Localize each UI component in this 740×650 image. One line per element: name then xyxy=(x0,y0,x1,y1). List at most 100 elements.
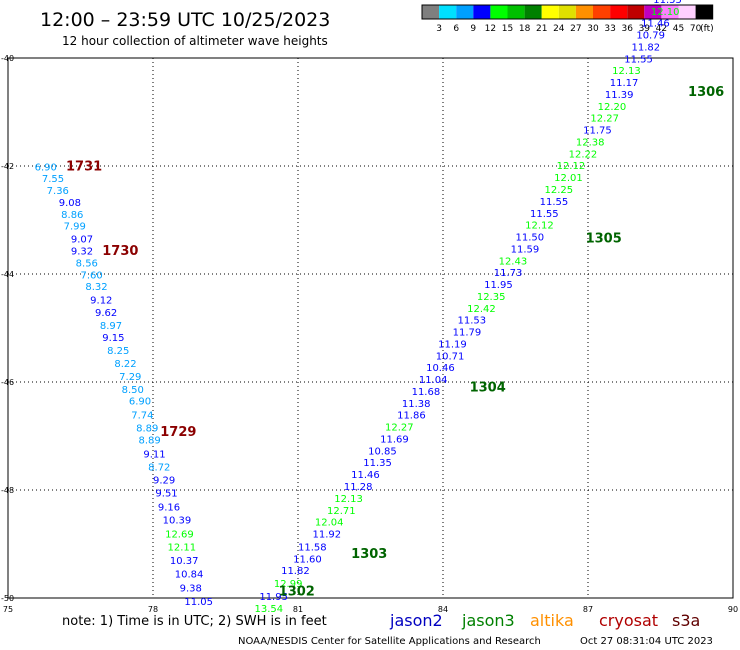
swh-value-jason3: 11.55 xyxy=(540,197,569,208)
swh-value-cryosat: 9.51 xyxy=(155,488,177,499)
swh-value-jason3: 11.28 xyxy=(344,482,373,493)
colorbar-swatch xyxy=(610,5,628,19)
colorbar-label: 42 xyxy=(656,24,667,34)
swh-value-cryosat: 7.60 xyxy=(81,270,103,281)
swh-value-jason3: 11.82 xyxy=(281,566,310,577)
swh-value-cryosat: 11.05 xyxy=(184,597,213,608)
swh-value-jason3: 11.39 xyxy=(605,90,634,101)
y-tick-label: -50 xyxy=(1,594,14,603)
swh-value-cryosat: 6.90 xyxy=(35,162,57,173)
colorbar-label: 18 xyxy=(519,24,531,34)
swh-value-cryosat: 9.11 xyxy=(143,450,165,461)
swh-value-cryosat: 12.11 xyxy=(168,542,197,553)
swh-value-jason3: 11.75 xyxy=(583,126,612,137)
x-tick-label: 90 xyxy=(728,605,738,614)
colorbar-swatch xyxy=(558,5,576,19)
pass-time-label: 1304 xyxy=(470,381,506,396)
x-tick-label: 75 xyxy=(3,605,13,614)
colorbar-swatch xyxy=(678,5,696,19)
swh-value-jason3: 11.04 xyxy=(419,375,448,386)
swh-value-jason3: 12.12 xyxy=(557,161,586,172)
pass-time-label: 1729 xyxy=(160,425,196,440)
pass-time-label: 1731 xyxy=(66,159,102,174)
swh-value-jason3: 12.42 xyxy=(467,304,496,315)
colorbar-swatch xyxy=(644,5,662,19)
x-tick-label: 81 xyxy=(293,605,303,614)
colorbar-swatch xyxy=(490,5,508,19)
swh-value-jason3: 12.20 xyxy=(598,102,627,113)
swh-value-cryosat: 9.12 xyxy=(90,296,112,307)
swh-value-jason3: 10.79 xyxy=(636,31,665,42)
colorbar-label: 33 xyxy=(604,24,615,34)
swh-value-jason3: 11.95 xyxy=(259,592,288,603)
pass-time-label: 1306 xyxy=(688,85,724,100)
swh-value-cryosat: 8.97 xyxy=(100,321,122,332)
colorbar-label: 24 xyxy=(553,24,565,34)
swh-value-jason3: 10.85 xyxy=(368,446,397,457)
swh-value-jason3: 12.22 xyxy=(569,149,598,160)
swh-value-cryosat: 7.55 xyxy=(42,174,64,185)
swh-value-jason3: 11.82 xyxy=(632,42,661,53)
colorbar-label: 12 xyxy=(485,24,496,34)
colorbar-label: 27 xyxy=(570,24,581,34)
colorbar-swatch xyxy=(473,5,491,19)
pass-time-label: 1302 xyxy=(279,584,315,599)
grid-lines xyxy=(8,58,733,598)
swh-value-cryosat: 9.62 xyxy=(95,308,117,319)
colorbar-label: 15 xyxy=(502,24,513,34)
swh-value-jason3: 10.71 xyxy=(436,351,465,362)
swh-value-jason3: 11.17 xyxy=(610,78,639,89)
swh-value-jason3: 11.38 xyxy=(402,399,431,410)
colorbar-label: 45 xyxy=(673,24,684,34)
swh-value-jason3: 12.13 xyxy=(612,66,641,77)
swh-value-cryosat: 8.32 xyxy=(85,282,107,293)
swh-value-jason3: 11.92 xyxy=(313,530,342,541)
footer-credit: NOAA/NESDIS Center for Satellite Applica… xyxy=(238,636,541,647)
colorbar-label: 39 xyxy=(639,24,651,34)
satellite-legend: jason2 jason3 altika cryosat s3a xyxy=(389,611,700,630)
pass-time-label: 1303 xyxy=(351,547,387,562)
satellite-legend-jason3: jason3 xyxy=(461,611,515,630)
pass-time-label: 1305 xyxy=(586,232,622,247)
colorbar-swatch xyxy=(439,5,457,19)
swh-value-jason3: 11.68 xyxy=(412,387,441,398)
swh-value-cryosat: 8.56 xyxy=(76,258,98,269)
swh-value-cryosat: 9.29 xyxy=(153,476,175,487)
swh-value-cryosat: 9.38 xyxy=(180,584,202,595)
swh-value-jason3: 13.54 xyxy=(255,604,284,615)
colorbar-label: 3 xyxy=(436,24,442,34)
swh-value-cryosat: 7.74 xyxy=(131,411,153,422)
swh-value-jason3: 11.86 xyxy=(397,411,426,422)
swh-value-cryosat: 9.32 xyxy=(71,247,93,258)
satellite-legend-altika: altika xyxy=(530,611,574,630)
footer-timestamp: Oct 27 08:31:04 UTC 2023 xyxy=(580,636,713,647)
swh-value-cryosat: 10.37 xyxy=(170,556,199,567)
swh-value-cryosat: 8.89 xyxy=(139,436,161,447)
swh-value-cryosat: 10.84 xyxy=(175,569,204,580)
axis-ticks: 75 78 81 84 87 90 -40 -42 -44 -46 -48 -50 xyxy=(1,54,738,614)
chart-subtitle: 12 hour collection of altimeter wave hei… xyxy=(62,34,328,48)
swh-value-jason3: 11.95 xyxy=(484,280,513,291)
swh-value-jason3: 12.27 xyxy=(385,423,414,434)
colorbar-label: 36 xyxy=(621,24,633,34)
colorbar-label: 6 xyxy=(453,24,459,34)
swh-value-cryosat: 7.29 xyxy=(119,372,141,383)
colorbar-swatch xyxy=(695,5,713,19)
swh-value-jason3: 12.13 xyxy=(334,494,363,505)
swh-value-cryosat: 8.22 xyxy=(114,359,136,370)
swh-value-jason3: 11.58 xyxy=(298,542,327,553)
swh-value-jason3: 11.46 xyxy=(641,19,670,30)
swh-value-cryosat: 8.72 xyxy=(148,463,170,474)
colorbar-swatch xyxy=(456,5,474,19)
swh-value-jason3: 11.53 xyxy=(458,316,487,327)
swh-value-cryosat: 7.99 xyxy=(64,222,86,233)
colorbar-swatch xyxy=(575,5,593,19)
swh-value-cryosat: 8.50 xyxy=(122,385,144,396)
colorbar-frame xyxy=(421,4,714,20)
swh-value-jason3: 12.38 xyxy=(576,137,605,148)
swh-value-cryosat: 9.16 xyxy=(158,503,180,514)
swh-value-jason3: 12.71 xyxy=(327,506,356,517)
colorbar-swatch xyxy=(627,5,645,19)
swh-value-jason3: 12.01 xyxy=(554,173,583,184)
